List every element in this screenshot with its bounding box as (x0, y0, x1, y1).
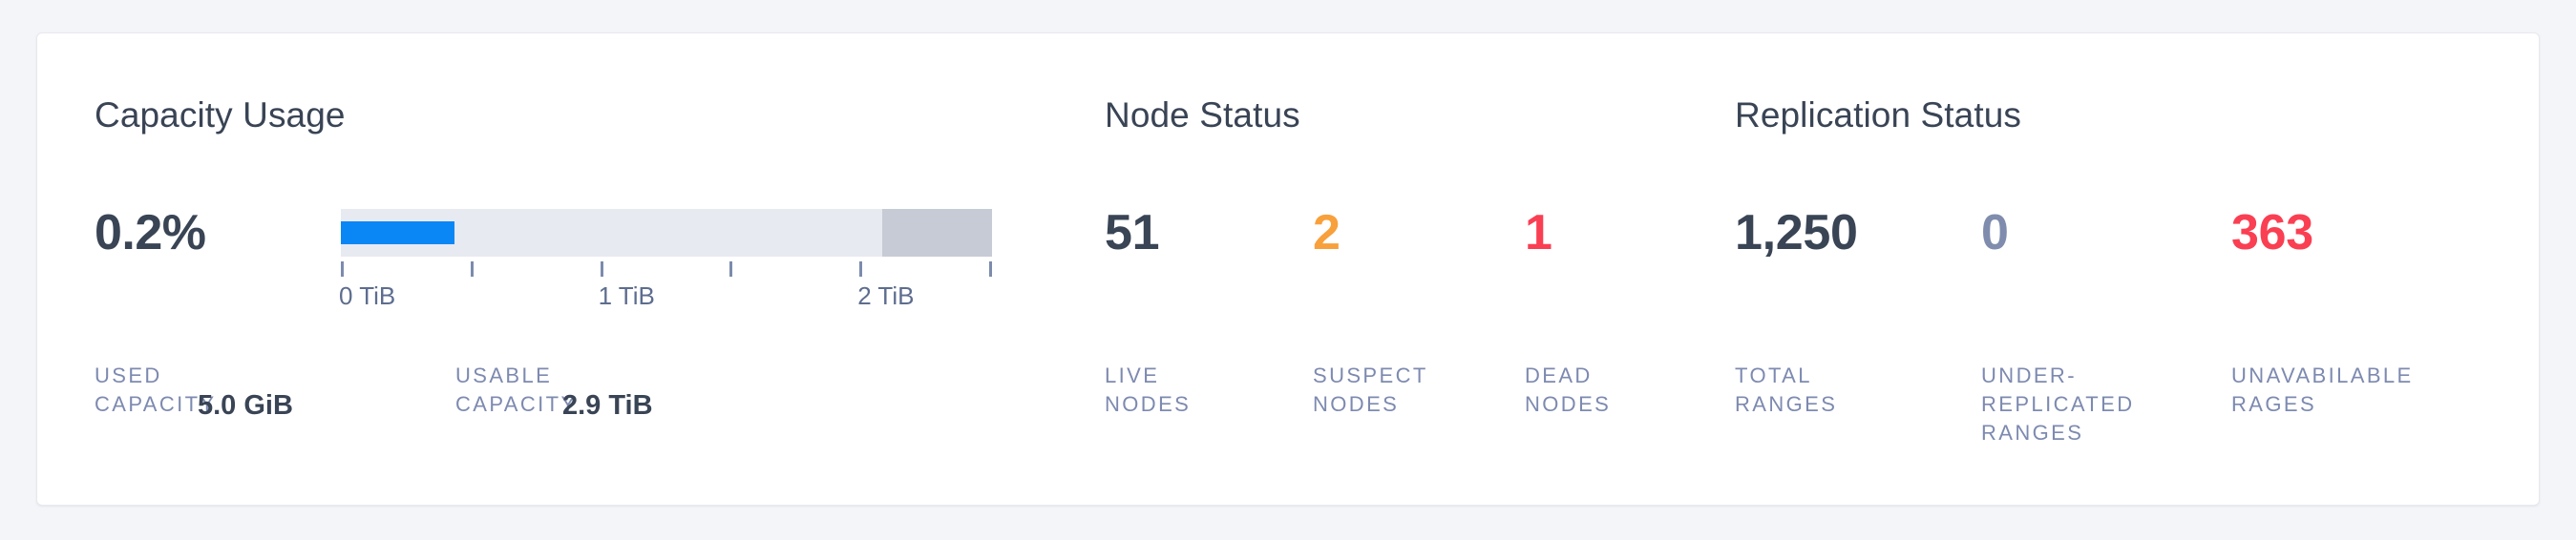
replication-status-section: Replication Status 1,250 Total Ranges 0 Und… (1735, 94, 2499, 445)
axis-tick (341, 261, 344, 277)
axis-tick (859, 261, 863, 277)
capacity-metric-label: Usable Capacity (455, 363, 578, 416)
stat-value: 0 (1981, 205, 2009, 260)
capacity-used-segment (341, 221, 455, 244)
capacity-metric: Usable Capacity (455, 362, 578, 419)
cluster-summary-card: Capacity Usage 0.2% 0 TiB 1 TiB 2 TiB Used… (36, 32, 2540, 506)
capacity-metric-label: Used Capacity (95, 363, 217, 416)
capacity-metric-value: 5.0 GiB (198, 390, 293, 421)
capacity-usage-title: Capacity Usage (95, 95, 346, 135)
summary-sections: Capacity Usage 0.2% 0 TiB 1 TiB 2 TiB Used… (37, 33, 2539, 505)
stat-value: 363 (2231, 205, 2313, 260)
axis-tick (470, 261, 474, 277)
capacity-metric: Used Capacity (95, 362, 217, 419)
axis-tick (600, 261, 603, 277)
capacity-axis: 0 TiB 1 TiB 2 TiB (339, 261, 992, 319)
axis-tick (989, 261, 992, 277)
stat-label: Unavabilable Rages (2231, 363, 2414, 416)
stat-label: Dead Nodes (1525, 363, 1612, 416)
stat-value: 1 (1525, 205, 1552, 260)
capacity-bar-row: 0.2% 0 TiB 1 TiB 2 TiB (95, 204, 1068, 319)
axis-tick (729, 261, 733, 277)
stat-label: Live Nodes (1105, 363, 1192, 416)
axis-tick-label: 2 TiB (857, 281, 915, 310)
capacity-chart: 0 TiB 1 TiB 2 TiB (339, 209, 992, 319)
replication-status-title: Replication Status (1735, 95, 2022, 135)
stat-label: Total Ranges (1735, 363, 1838, 416)
capacity-percent-value: 0.2% (95, 205, 206, 260)
stat-value: 51 (1105, 205, 1160, 260)
axis-tick-label: 1 TiB (598, 281, 655, 310)
stat-value: 2 (1313, 205, 1341, 260)
capacity-unusable-segment (882, 209, 992, 257)
capacity-metric-value: 2.9 TiB (562, 390, 653, 421)
stat-value: 1,250 (1735, 205, 1858, 260)
stat-label: Under- Replicated Ranges (1981, 363, 2135, 445)
capacity-usage-section: Capacity Usage 0.2% 0 TiB 1 TiB 2 TiB Used… (95, 94, 1068, 421)
stat-label: Suspect Nodes (1313, 363, 1428, 416)
axis-tick-label: 0 TiB (339, 281, 396, 310)
node-status-section: Node Status 51 Live Nodes 2 Suspect Nodes 1 D… (1105, 94, 1697, 416)
node-status-title: Node Status (1105, 95, 1300, 135)
capacity-progress-bar (341, 209, 992, 257)
